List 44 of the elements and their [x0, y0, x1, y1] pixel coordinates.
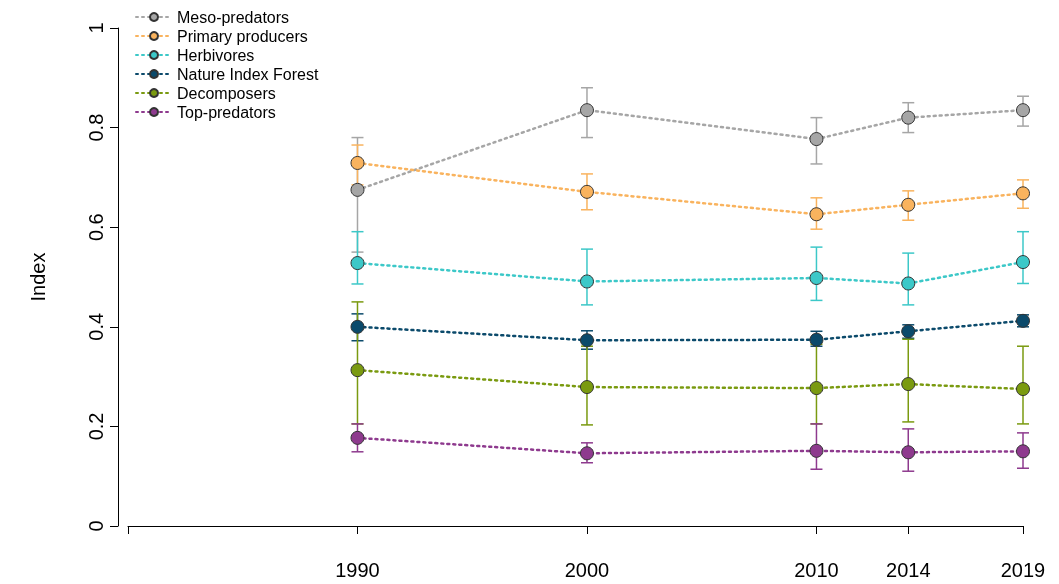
- y-tick-label: 0.6: [85, 213, 107, 242]
- point: [579, 103, 594, 118]
- point: [901, 197, 916, 212]
- x-tick-label: 2019: [1000, 559, 1046, 581]
- legend-label: Top-predators: [177, 103, 276, 121]
- point: [1016, 186, 1030, 201]
- point: [901, 377, 916, 392]
- point: [579, 274, 594, 289]
- y-tick-label: 0.4: [85, 312, 107, 341]
- point: [1016, 103, 1030, 118]
- x-tick-label: 2000: [564, 559, 610, 581]
- point: [1016, 444, 1030, 459]
- point: [809, 443, 824, 458]
- legend-label: Nature Index Forest: [177, 65, 319, 83]
- legend-label: Primary producers: [177, 27, 308, 45]
- point: [350, 363, 365, 378]
- point: [579, 184, 594, 199]
- y-tick-label: 0.2: [85, 412, 107, 441]
- point: [579, 380, 594, 395]
- x-tick-label: 2010: [794, 559, 839, 581]
- y-tick-label: 1: [85, 22, 107, 34]
- point: [809, 132, 824, 147]
- legend-label: Meso-predators: [177, 8, 290, 26]
- legend-label: Herbivores: [177, 46, 255, 64]
- point: [350, 319, 365, 334]
- y-tick-label: 0: [85, 520, 107, 532]
- point: [809, 207, 824, 222]
- point: [809, 271, 824, 285]
- point: [901, 110, 916, 125]
- y-axis-title: Index: [27, 252, 49, 302]
- point: [901, 276, 916, 291]
- point: [1016, 382, 1030, 397]
- point: [901, 445, 916, 460]
- point: [350, 256, 365, 271]
- y-tick-label: 0.8: [85, 113, 107, 142]
- point: [350, 182, 365, 197]
- point: [579, 446, 594, 461]
- point: [350, 430, 365, 445]
- point: [809, 381, 824, 396]
- point: [350, 155, 365, 170]
- legend-label: Decomposers: [177, 84, 276, 102]
- x-tick-label: 1990: [335, 559, 380, 581]
- x-tick-label: 2014: [886, 559, 931, 581]
- point: [1016, 255, 1030, 270]
